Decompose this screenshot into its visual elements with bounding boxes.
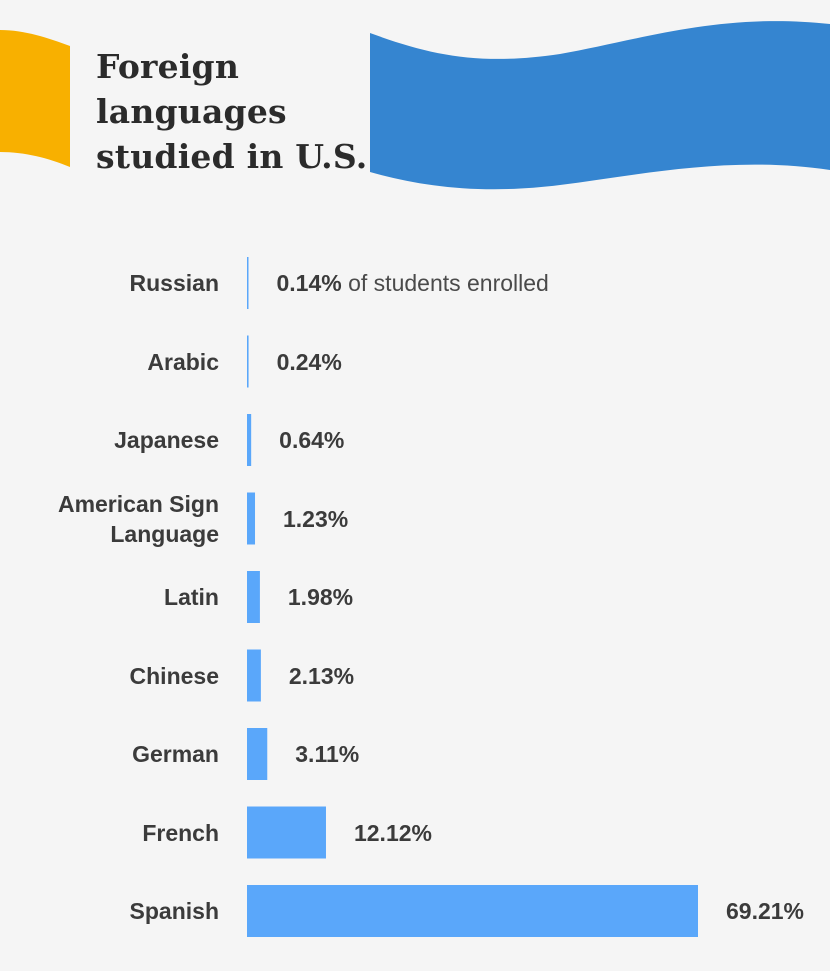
bar-american-sign-language — [247, 492, 256, 545]
category-label: American Sign Language — [57, 490, 219, 547]
value-number: 3.11% — [295, 741, 360, 767]
value-label: 0.24% — [277, 347, 342, 377]
value-suffix: of students enrolled — [341, 270, 549, 296]
value-label: 12.12% — [354, 818, 432, 848]
blue-flag-shape — [370, 21, 830, 190]
value-number: 1.98% — [287, 584, 354, 610]
yellow-flag-shape — [0, 30, 70, 167]
category-label: Russian — [129, 270, 219, 296]
flag-decoration — [0, 21, 830, 190]
bar-japanese — [247, 414, 252, 466]
category-label: French — [142, 819, 219, 846]
bar-german — [247, 728, 268, 780]
value-label: 1.98% — [288, 582, 353, 612]
value-number: 0.24% — [276, 348, 342, 375]
bar-russian — [247, 257, 249, 309]
category-label: Spanish — [129, 898, 219, 924]
bar-chinese — [247, 649, 261, 702]
value-number: 0.64% — [279, 427, 345, 453]
value-number: 2.13% — [288, 662, 355, 689]
value-label: 0.64% — [279, 425, 344, 455]
value-label: 2.13% — [289, 661, 354, 691]
bar-latin — [247, 571, 260, 623]
value-number: 1.23% — [283, 505, 349, 532]
value-number: 12.12% — [353, 819, 432, 846]
value-label: 0.14% of students enrolled — [277, 268, 549, 298]
bar-french — [247, 806, 326, 859]
value-number: 69.21% — [726, 898, 805, 924]
value-number: 0.14% — [276, 270, 342, 296]
bar-spanish — [247, 885, 698, 937]
chart-title: Foreign languages studied in U.S. — [96, 47, 368, 176]
value-label: 1.23% — [283, 504, 348, 534]
bar-arabic — [247, 335, 249, 388]
value-label: 3.11% — [295, 739, 359, 769]
category-label: Chinese — [129, 662, 219, 689]
category-label: Latin — [164, 584, 219, 610]
category-label: Japanese — [114, 427, 219, 453]
category-label: Arabic — [147, 348, 219, 375]
value-label: 69.21% — [726, 896, 804, 926]
category-label: German — [132, 741, 219, 767]
